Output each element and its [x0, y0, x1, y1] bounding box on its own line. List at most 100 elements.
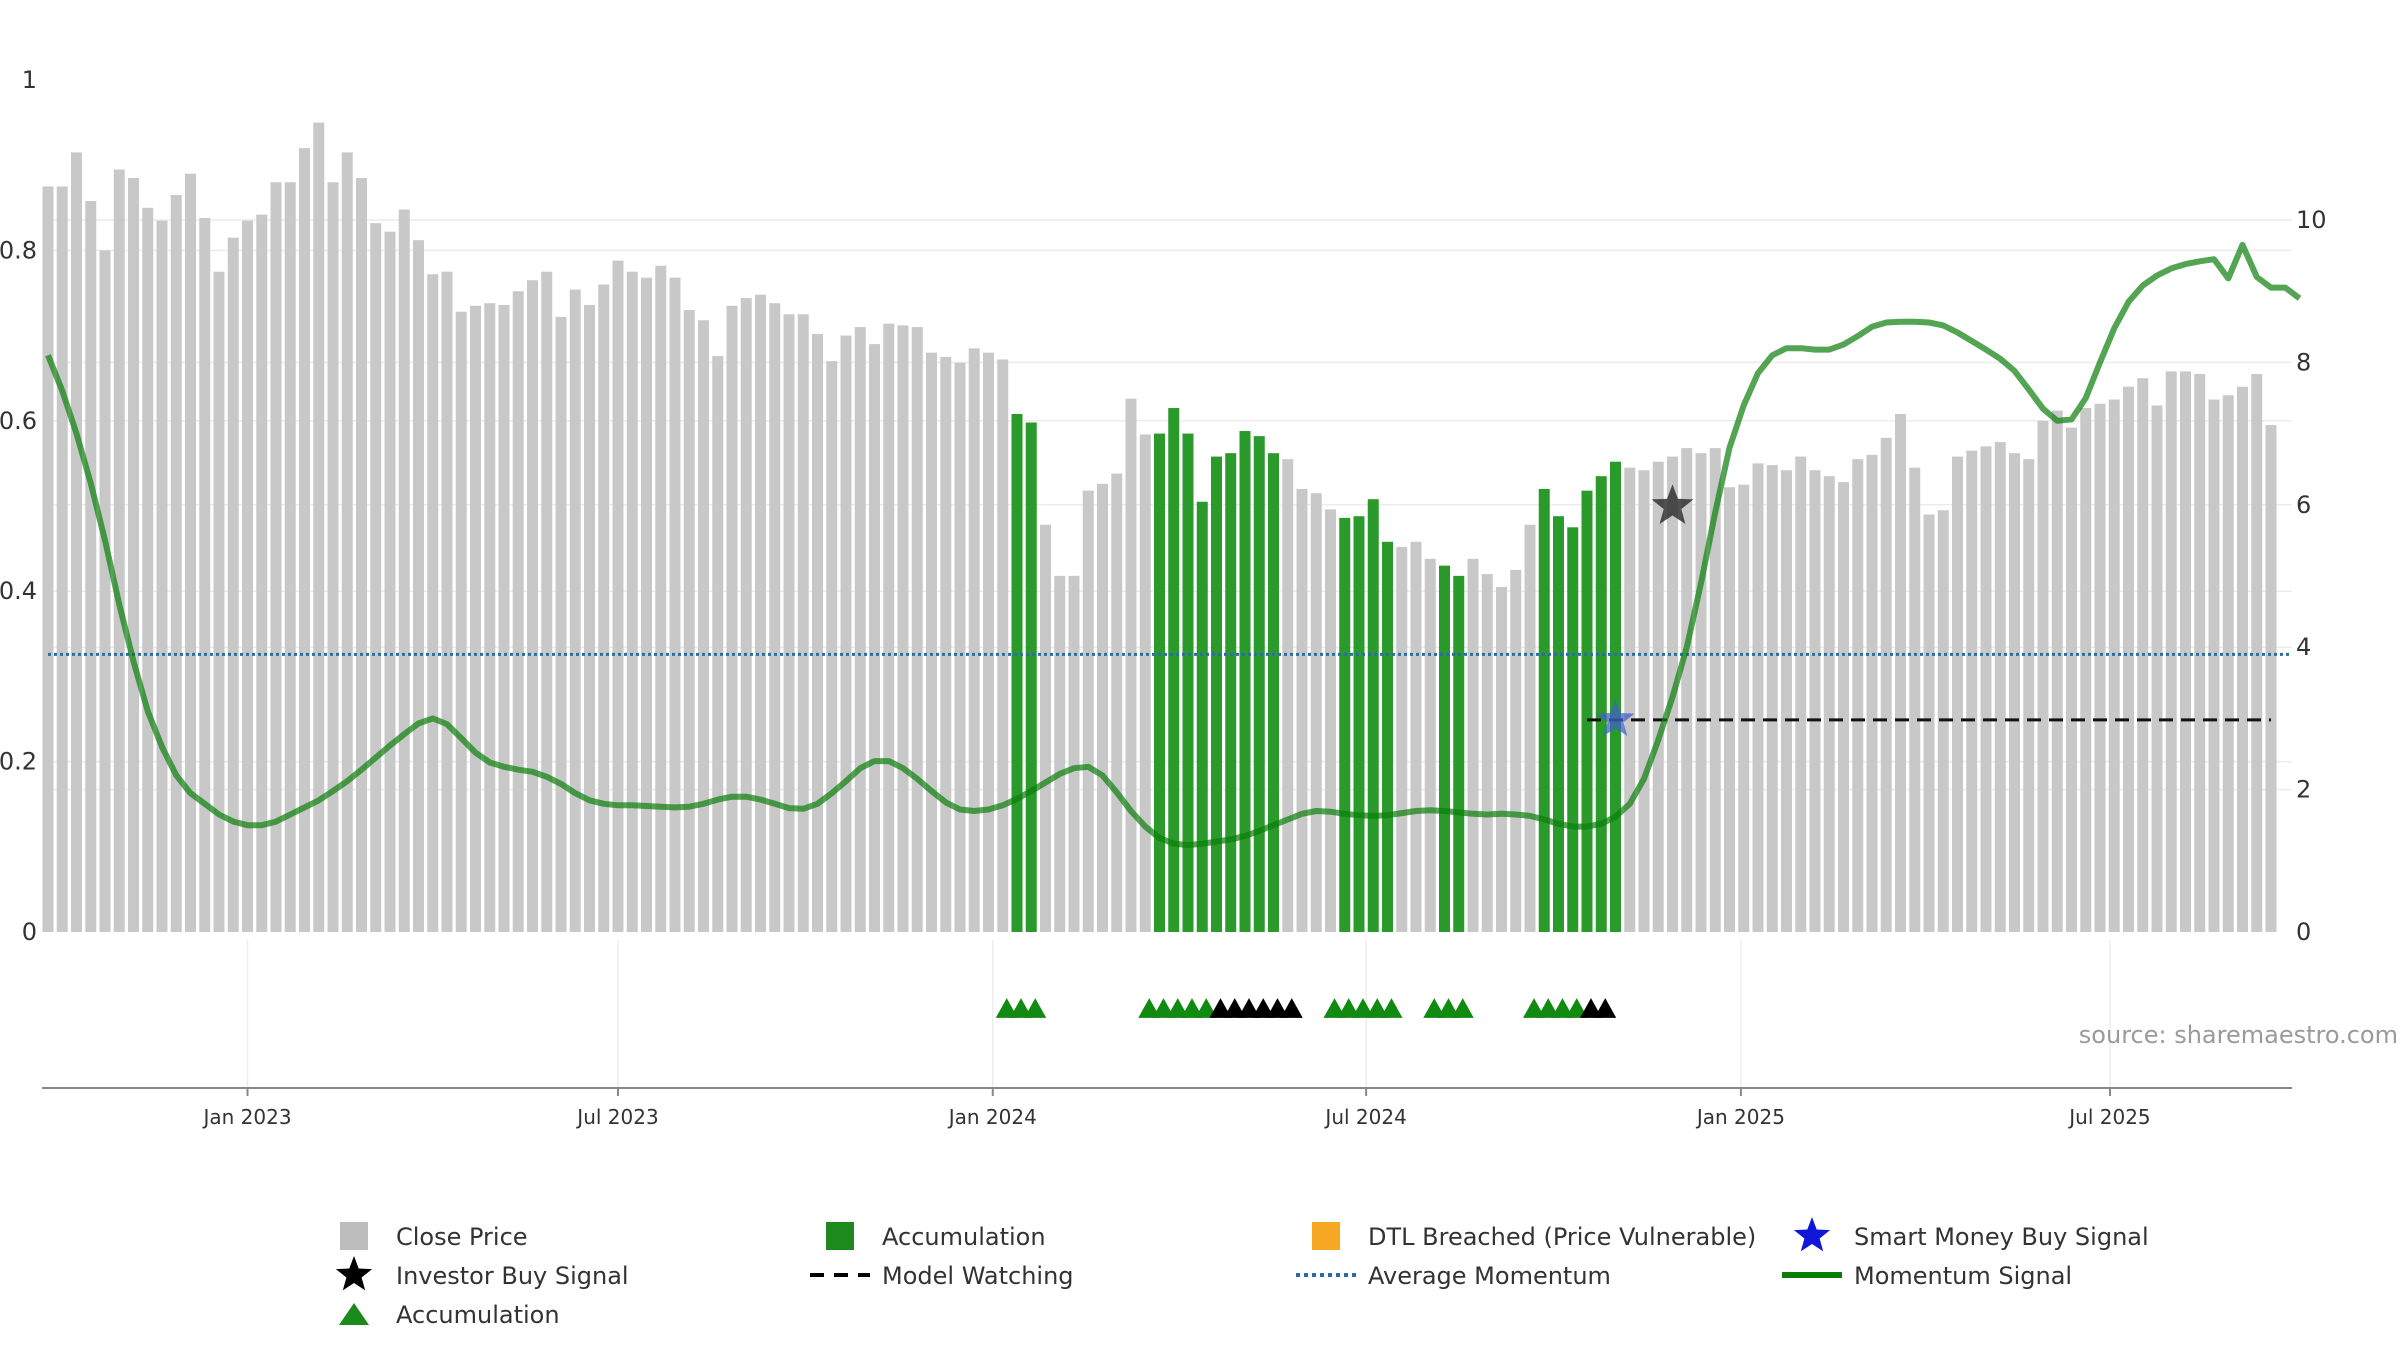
close-price-bar [470, 305, 481, 932]
close-price-bar [299, 148, 310, 932]
close-price-bar [2208, 399, 2220, 932]
accumulation-marker [1010, 998, 1032, 1018]
y-right-tick-label: 2 [2296, 776, 2311, 804]
close-price-bar [1852, 459, 1864, 932]
accumulation-bar [1553, 516, 1564, 932]
close-price-bar [1111, 473, 1123, 932]
close-price-bar [156, 220, 168, 932]
accumulation-bar [1339, 517, 1351, 932]
close-price-bar [1496, 586, 1507, 932]
accumulation-marker [1152, 998, 1175, 1018]
accumulation-bar [1595, 476, 1607, 932]
accumulation-bar [1211, 456, 1222, 932]
close-price-bar [2080, 408, 2092, 932]
signal-markers [995, 484, 1694, 1018]
close-price-bar [256, 214, 268, 933]
accumulation-bar [1610, 461, 1621, 932]
accumulation-bar [1538, 488, 1550, 932]
close-price-bar [427, 274, 439, 933]
accumulation-bar [1011, 413, 1023, 932]
accumulation-bar [1367, 499, 1379, 932]
close-price-bar [1766, 465, 1778, 932]
close-price-bar [1481, 574, 1493, 932]
close-price-bar [85, 200, 97, 932]
close-price-bar [313, 122, 325, 933]
close-price-bar [512, 291, 524, 932]
x-tick-label: Jul 2023 [575, 1105, 658, 1129]
accumulation-marker [1565, 998, 1588, 1018]
close-price-bar [883, 323, 895, 932]
legend-label: Smart Money Buy Signal [1854, 1223, 2149, 1251]
close-price-bar [683, 310, 695, 932]
close-price-bar [1282, 459, 1294, 932]
close-price-bar [284, 182, 296, 933]
close-price-bar [2051, 410, 2063, 932]
close-price-bar [341, 152, 353, 933]
close-price-bar [783, 314, 795, 932]
legend-label: Accumulation [882, 1223, 1046, 1251]
close-price-bar [584, 304, 595, 933]
investor-marker [1223, 998, 1246, 1018]
close-price-bar [1781, 470, 1792, 932]
close-price-bar [170, 195, 182, 932]
price-bars [42, 122, 2277, 933]
close-price-bar [612, 260, 624, 932]
close-price-bar [1838, 482, 1849, 932]
legend-item: Smart Money Buy Signal [1793, 1217, 2149, 1252]
close-price-bar [2108, 399, 2120, 932]
y-right-tick-label: 6 [2296, 491, 2311, 519]
close-price-bar [2237, 386, 2248, 933]
close-price-bar [1082, 490, 1094, 932]
smart-money-buy-signal-star [1596, 699, 1635, 736]
investor-buy-signal-star [1651, 484, 1694, 524]
accumulation-bar [1168, 408, 1180, 932]
y-left-tick-label: 0.2 [0, 748, 37, 776]
close-price-bar [997, 359, 1009, 932]
close-price-bar [641, 277, 652, 932]
close-price-bar [840, 335, 852, 933]
close-price-bar [869, 344, 880, 932]
accumulation-bar [1581, 490, 1593, 932]
y-left-tick-label: 1 [22, 66, 37, 94]
close-price-bar [1909, 467, 1921, 932]
investor-marker [1594, 998, 1617, 1018]
close-price-bar [1068, 575, 1080, 932]
accumulation-bar [1182, 433, 1194, 932]
close-price-bar [826, 361, 838, 932]
accumulation-bar [1353, 516, 1365, 932]
close-price-bar [113, 169, 125, 932]
close-price-bar [484, 303, 496, 932]
y-left-tick-label: 0 [22, 918, 37, 946]
close-price-bar [797, 314, 809, 932]
close-price-bar [1467, 558, 1479, 932]
legend-item: Accumulation [826, 1222, 1046, 1251]
x-tick-label: Jul 2024 [1323, 1105, 1406, 1129]
close-price-bar [128, 177, 139, 933]
legend-swatch-square [1312, 1222, 1340, 1250]
accumulation-marker [1523, 998, 1545, 1018]
legend: Close Price Accumulation DTL Breached (Pri… [335, 1217, 2149, 1329]
close-price-bar [1895, 413, 1906, 932]
investor-marker [1280, 998, 1303, 1018]
close-price-bar [1524, 524, 1536, 932]
close-price-bar [1952, 456, 1963, 932]
close-price-bar [726, 305, 738, 932]
momentum-signal-line [45, 241, 2302, 849]
close-price-bar [99, 250, 111, 932]
close-price-bar [755, 294, 766, 933]
x-tick-label: Jul 2025 [2067, 1105, 2150, 1129]
close-price-bar [1966, 450, 1978, 932]
close-price-bar [1866, 454, 1878, 932]
close-price-bar [1923, 514, 1935, 932]
close-price-bar [2151, 405, 2163, 932]
close-price-bar [983, 352, 994, 932]
close-price-bar [71, 152, 82, 933]
legend-item: Momentum Signal [1782, 1262, 2072, 1290]
close-price-bar [213, 271, 225, 932]
legend-swatch-square [340, 1222, 368, 1250]
close-price-bar [712, 356, 724, 933]
close-price-bar [2123, 386, 2134, 933]
close-price-bar [940, 356, 952, 932]
close-price-bar [926, 352, 937, 932]
